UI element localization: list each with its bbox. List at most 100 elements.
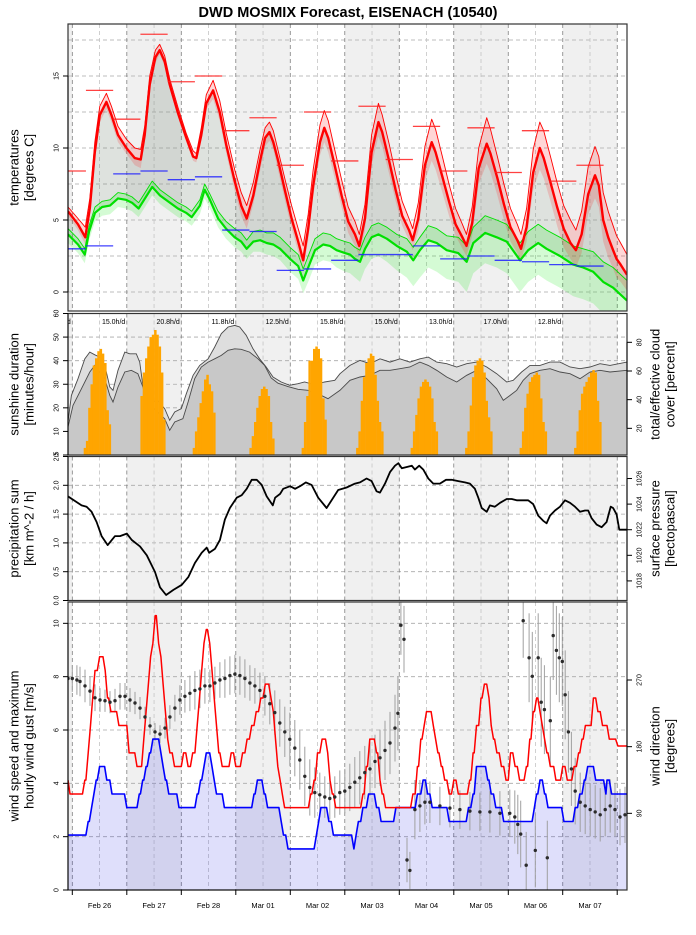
wind-direction-dot <box>228 673 232 678</box>
wind-direction-dot <box>258 688 262 693</box>
x-axis-day-label: Mar 04 <box>415 901 438 910</box>
wind-direction-dot <box>318 793 322 797</box>
daily-sunshine-label: 12.8h/d <box>538 319 561 326</box>
wind-direction-dot <box>143 715 147 719</box>
wind-direction-dot <box>519 832 523 836</box>
right-axis-tick-label: 80 <box>637 338 644 346</box>
wind-direction-dot <box>353 780 357 784</box>
sunshine-bar <box>108 424 112 455</box>
wind-direction-dot <box>548 719 552 723</box>
sunshine-bar <box>431 398 434 455</box>
total-cloud-line <box>68 324 627 423</box>
wind-direction-dot <box>498 811 502 815</box>
sunshine-bar <box>426 381 429 455</box>
sunshine-bar <box>97 351 100 455</box>
sunshine-bar <box>308 360 311 455</box>
surface-pressure-line <box>68 462 627 596</box>
sunshine-bar <box>521 431 525 455</box>
wind-direction-dot <box>75 678 79 682</box>
panel-precipitation-pressure <box>68 456 627 601</box>
dewpoint-line <box>68 185 627 302</box>
sunshine-bar <box>372 355 375 455</box>
sunshine-bar <box>101 353 105 455</box>
wind-direction-dot <box>188 691 192 695</box>
sunshine-bar <box>269 422 273 455</box>
wind-direction-dot <box>623 813 627 817</box>
right-axis-tick-label: 1018 <box>637 573 644 589</box>
sunshine-bar <box>424 379 427 455</box>
temperature-dewpoint-spread-fill <box>68 50 627 301</box>
wind-direction-dot <box>183 694 187 698</box>
sunshine-bar <box>95 358 98 455</box>
left-axis-tick-label: 0 <box>54 290 61 294</box>
chart-title: DWD MOSMIX Forecast, EISENACH (10540) <box>199 5 498 21</box>
wind-direction-dot <box>288 737 292 741</box>
wind-direction-dot <box>513 815 517 819</box>
wind-direction-dot <box>533 848 537 853</box>
wind-direction-dot <box>566 730 571 734</box>
left-axis-tick-label: 2.5 <box>54 452 61 462</box>
daily-sunshine-label: d <box>67 319 71 326</box>
wind-direction-dot <box>273 710 277 715</box>
daily-sunshine-label: 12.5h/d <box>265 319 288 326</box>
max-wind-gust-line <box>68 614 627 809</box>
sunshine-bar <box>524 407 527 455</box>
sunshine-bar <box>317 348 320 455</box>
wind-direction-dot <box>198 687 202 691</box>
effective-cloud-line <box>68 348 627 432</box>
sunshine-bar <box>147 346 150 455</box>
sunshine-bar <box>256 407 259 455</box>
sunshine-bar <box>199 403 202 455</box>
sunshine-bar <box>587 377 591 455</box>
wind-direction-dot <box>133 701 137 705</box>
sunshine-bar <box>208 384 211 455</box>
wind-direction-dot <box>557 656 561 660</box>
daily-sunshine-label: 13.0h/d <box>429 319 452 326</box>
sunshine-bar <box>313 348 316 455</box>
left-axis-tick-label: 40 <box>54 357 61 365</box>
sunshine-bar <box>596 400 600 455</box>
left-axis-tick-label: 0.0 <box>54 596 61 606</box>
wind-direction-dot <box>363 770 367 775</box>
wind-direction-dot <box>193 688 197 693</box>
right-axis-title-line: [degrees] <box>663 719 678 773</box>
wind-direction-dot <box>138 706 142 710</box>
sunshine-bar <box>163 419 166 455</box>
wind-direction-dot <box>368 767 372 771</box>
wind-direction-dot <box>388 741 392 745</box>
sunshine-bar <box>471 377 475 455</box>
sunshine-bar <box>192 447 196 455</box>
sunshine-bar <box>145 358 148 455</box>
wind-direction-dot <box>83 684 87 688</box>
sunshine-bar <box>465 447 468 455</box>
wind-direction-dot <box>178 698 182 702</box>
sunshine-bar <box>583 386 586 455</box>
sunshine-bar <box>322 398 325 455</box>
wind-direction-dot <box>173 706 177 710</box>
sunshine-bar <box>537 374 541 455</box>
sunshine-bar <box>483 372 486 455</box>
sunshine-bar <box>104 363 107 455</box>
sunshine-bar <box>319 358 323 455</box>
wind-direction-dot <box>313 790 317 795</box>
sunshine-bar <box>265 389 268 455</box>
sunshine-bar <box>410 447 414 455</box>
right-axis-tick-label: 270 <box>637 674 644 686</box>
right-axis-title-line: wind direction <box>648 706 663 787</box>
wind-direction-dot <box>218 678 222 682</box>
wind-direction-dot <box>303 774 307 778</box>
wind-direction-dot <box>338 790 342 795</box>
left-axis-tick-label: 6 <box>54 728 61 732</box>
wind-direction-dot <box>527 656 531 660</box>
sunshine-bar <box>540 398 543 455</box>
left-axis-tick-label: 1.0 <box>54 538 61 548</box>
wind-direction-dot <box>418 804 422 808</box>
daily-sunshine-label: 15.8h/d <box>320 319 343 326</box>
wind-direction-dot <box>613 807 617 812</box>
left-axis-tick-label: 2.0 <box>54 480 61 490</box>
wind-direction-dot <box>539 700 543 704</box>
wind-direction-dot <box>530 674 534 678</box>
sunshine-bar <box>419 386 423 455</box>
wind-speed-line <box>68 738 627 850</box>
wind-direction-dot <box>608 804 612 808</box>
